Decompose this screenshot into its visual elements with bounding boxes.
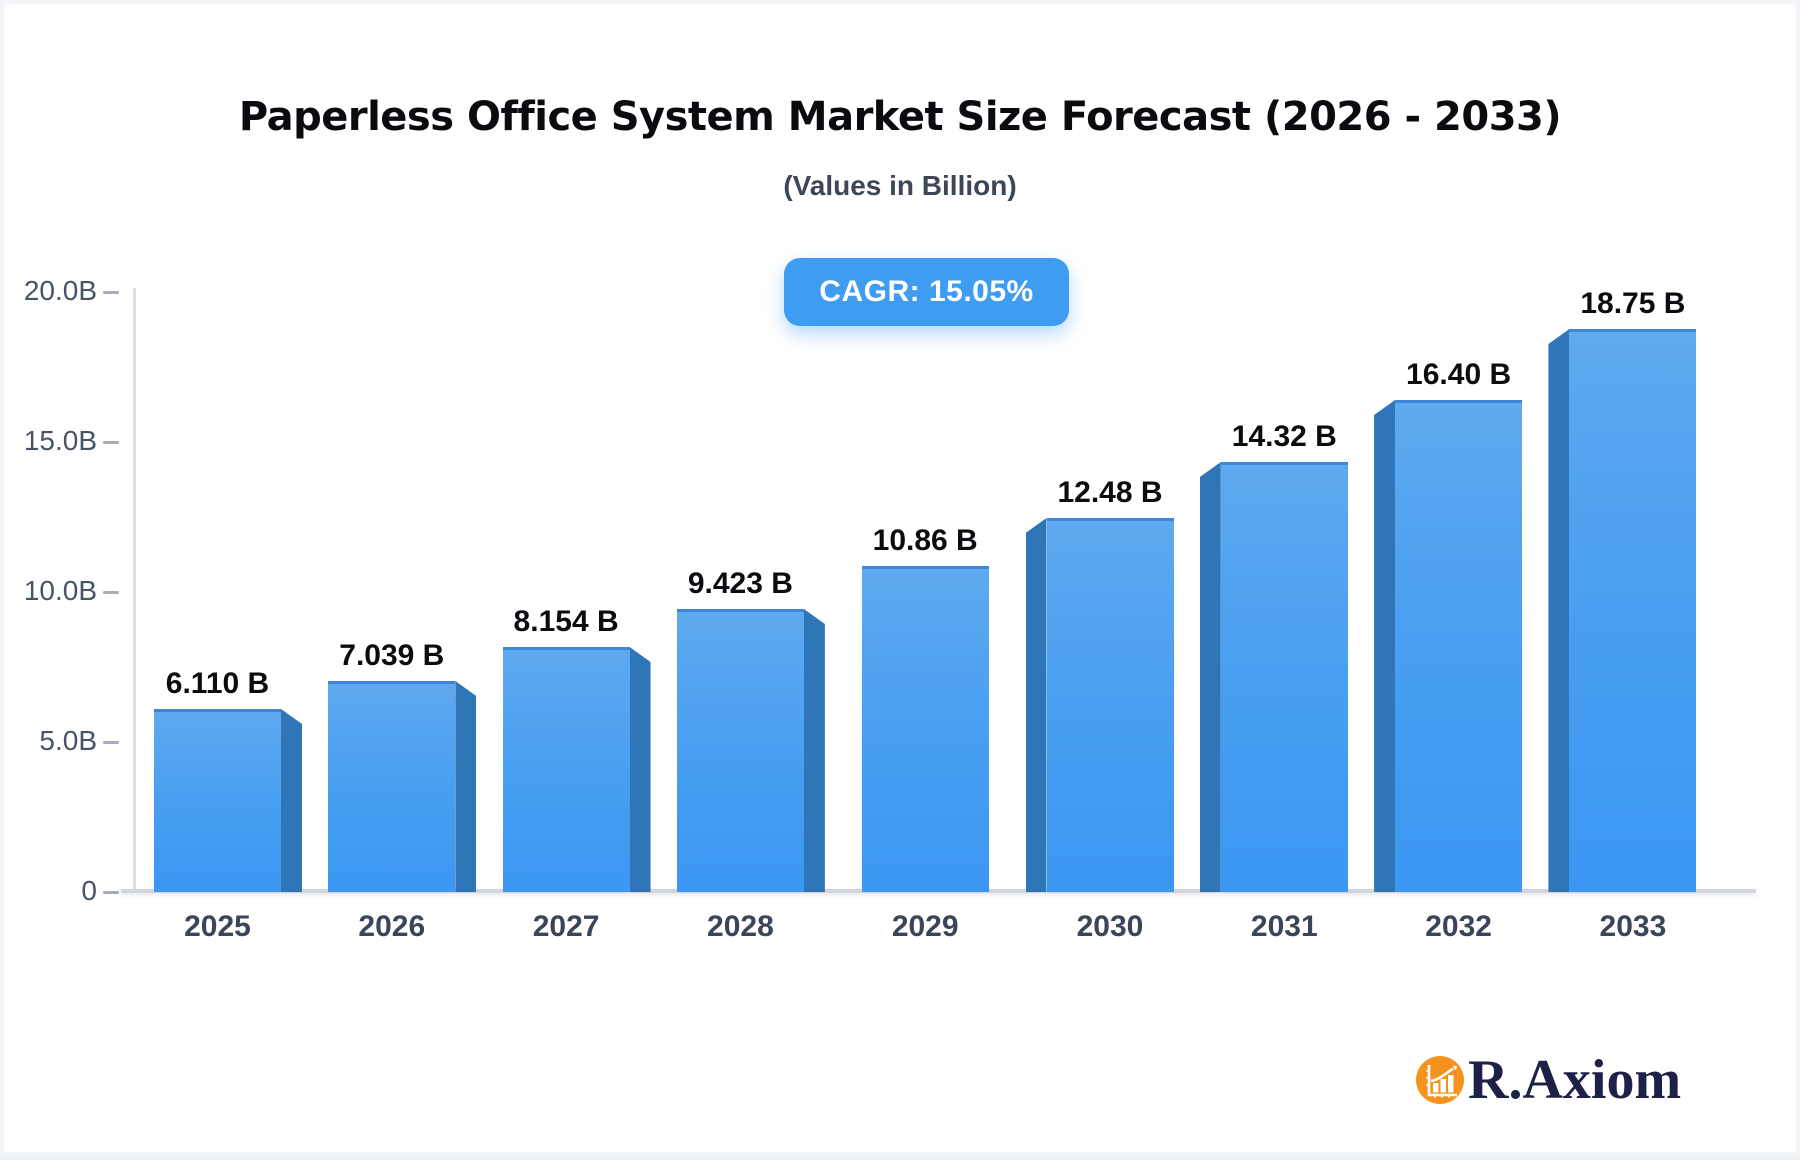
bar-side-face-2026 xyxy=(455,681,477,892)
chart-subtitle: (Values in Billion) xyxy=(783,170,1017,201)
y-axis-tick xyxy=(103,440,119,444)
bar-value-label-2028: 9.423 B xyxy=(687,567,793,600)
x-axis-label-2027: 2027 xyxy=(532,910,600,943)
bar-2029 xyxy=(861,566,989,892)
bar-2032 xyxy=(1395,400,1523,892)
y-axis-line xyxy=(133,288,136,892)
bar-2033 xyxy=(1569,329,1697,892)
bar-2031 xyxy=(1220,462,1348,892)
bar-value-label-2033: 18.75 B xyxy=(1580,287,1686,320)
logo-circle xyxy=(1416,1056,1464,1104)
bar-value-label-2031: 14.32 B xyxy=(1231,420,1337,453)
x-axis-label-2025: 2025 xyxy=(184,910,251,943)
bar-value-label-2029: 10.86 B xyxy=(872,524,978,557)
bar-2028 xyxy=(676,609,804,892)
bar-value-label-2032: 16.40 B xyxy=(1406,358,1512,391)
y-axis-tick-label: 15.0B xyxy=(23,425,97,456)
bar-chart: 0 5.0B 10.0B 15.0B 20.0B 6.110 B 2025 7.039 B 20… xyxy=(4,4,1800,1160)
x-axis-label-2030: 2030 xyxy=(1076,910,1144,943)
bar-2027 xyxy=(502,647,630,892)
y-axis-tick-label: 20.0B xyxy=(23,275,97,306)
bar-side-face-2032 xyxy=(1374,400,1396,892)
bar-value-label-2030: 12.48 B xyxy=(1057,476,1163,509)
chart-title: Paperless Office System Market Size Fore… xyxy=(238,94,1562,140)
x-axis-label-2028: 2028 xyxy=(707,910,774,943)
bar-side-face-2031 xyxy=(1199,462,1221,892)
bar-2030 xyxy=(1046,518,1174,892)
bar-value-label-2025: 6.110 B xyxy=(165,667,270,700)
y-axis-tick-label: 0 xyxy=(81,875,97,906)
bar-side-face-2033 xyxy=(1548,329,1570,892)
bar-value-label-2027: 8.154 B xyxy=(513,605,619,638)
bar-side-face-2030 xyxy=(1025,518,1047,892)
cagr-badge: CAGR: 15.05% xyxy=(784,258,1069,326)
bar-side-face-2027 xyxy=(629,647,651,892)
x-axis-label-2026: 2026 xyxy=(358,910,426,943)
brand-logo: R.Axiom xyxy=(1416,1044,1681,1116)
bar-side-face-2025 xyxy=(281,709,302,892)
y-axis-tick xyxy=(103,740,119,744)
x-axis-label-2033: 2033 xyxy=(1599,910,1667,943)
bar-2025 xyxy=(154,709,281,892)
bar-2026 xyxy=(328,681,456,892)
x-axis-label-2032: 2032 xyxy=(1425,910,1492,943)
bar-value-label-2026: 7.039 B xyxy=(339,639,445,672)
x-axis-label-2029: 2029 xyxy=(891,910,959,943)
y-axis-tick xyxy=(103,590,119,594)
y-axis-tick xyxy=(103,290,119,294)
bar-chart-growth-icon xyxy=(1426,1065,1458,1098)
logo-text: R.Axiom xyxy=(1468,1049,1682,1111)
x-axis-label-2031: 2031 xyxy=(1250,910,1318,943)
y-axis-tick-label: 10.0B xyxy=(23,575,97,606)
y-axis-tick xyxy=(103,890,119,894)
bar-side-face-2028 xyxy=(803,609,825,892)
y-axis-tick-label: 5.0B xyxy=(39,725,97,756)
